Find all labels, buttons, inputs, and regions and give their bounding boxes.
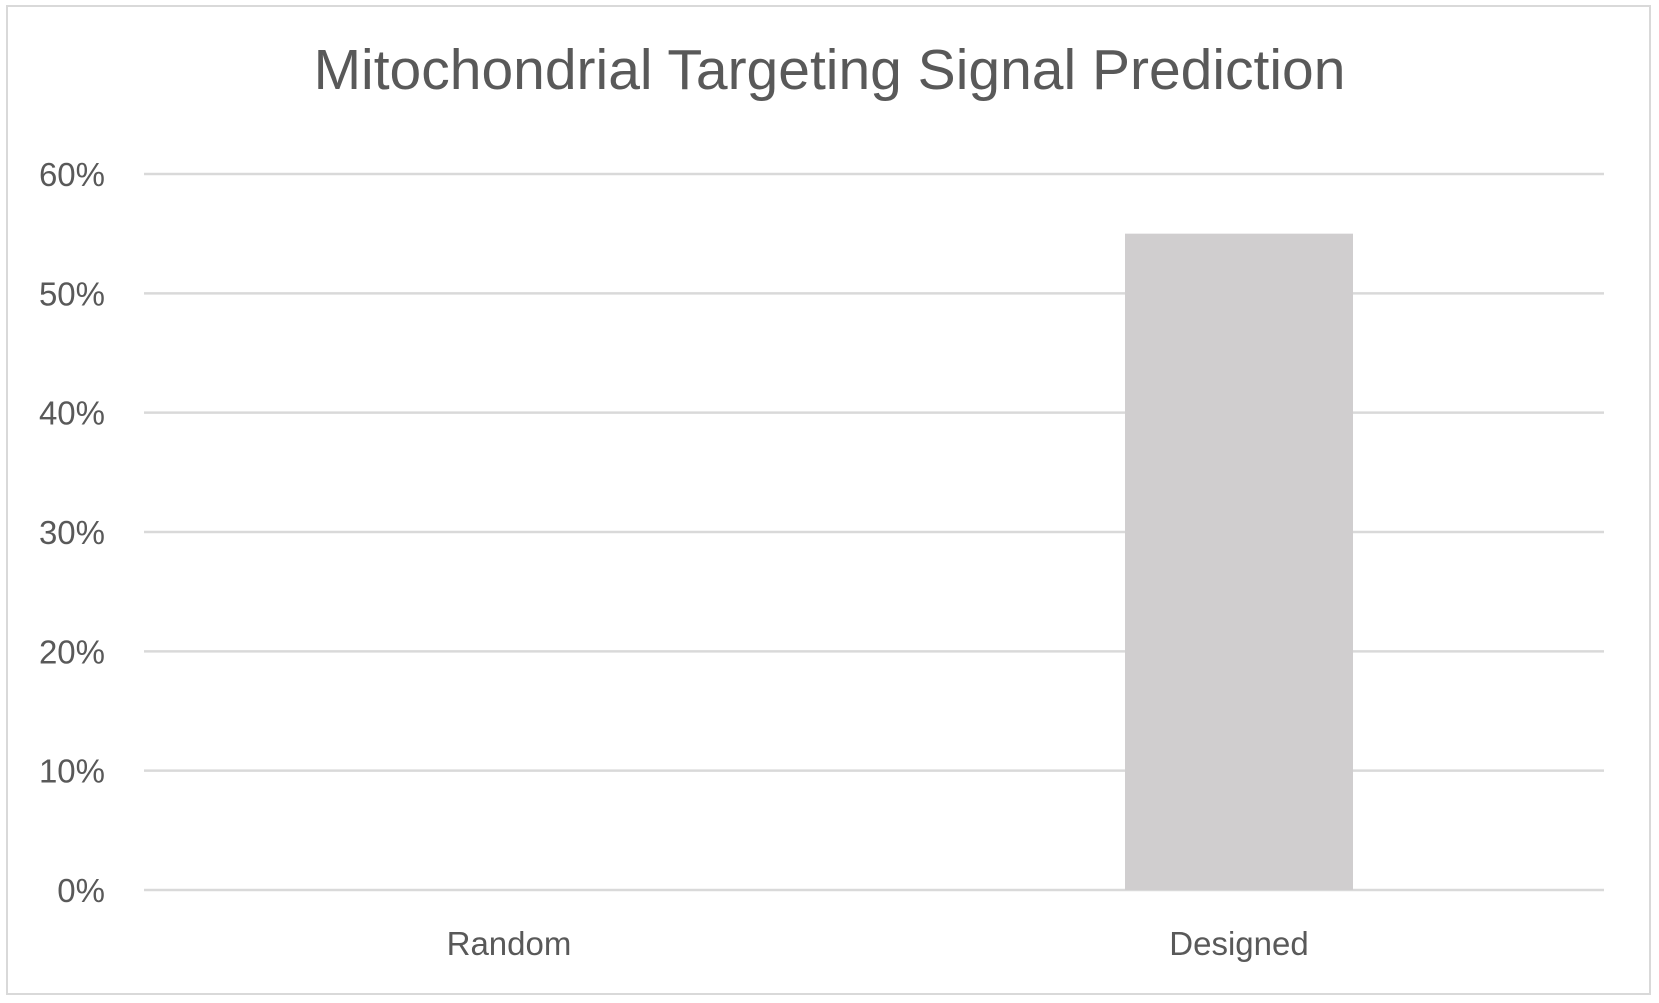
y-tick-label: 50%	[39, 275, 105, 312]
chart-frame	[6, 5, 1651, 995]
y-axis-tick-labels: 0% 10% 20% 30% 40% 50% 60%	[39, 156, 105, 909]
gridlines	[144, 172, 1604, 892]
y-tick-label: 10%	[39, 753, 105, 790]
bars	[1125, 233, 1353, 890]
y-tick-label: 30%	[39, 514, 105, 551]
y-tick-label: 20%	[39, 633, 105, 670]
y-tick-label: 0%	[57, 872, 105, 909]
x-tick-label: Random	[447, 925, 572, 962]
x-tick-label: Designed	[1169, 925, 1308, 962]
y-tick-label: 60%	[39, 156, 105, 193]
x-axis-tick-labels: Random Designed	[447, 925, 1309, 962]
y-tick-label: 40%	[39, 395, 105, 432]
bar-designed	[1125, 233, 1353, 890]
chart-title: Mitochondrial Targeting Signal Predictio…	[313, 38, 1346, 102]
